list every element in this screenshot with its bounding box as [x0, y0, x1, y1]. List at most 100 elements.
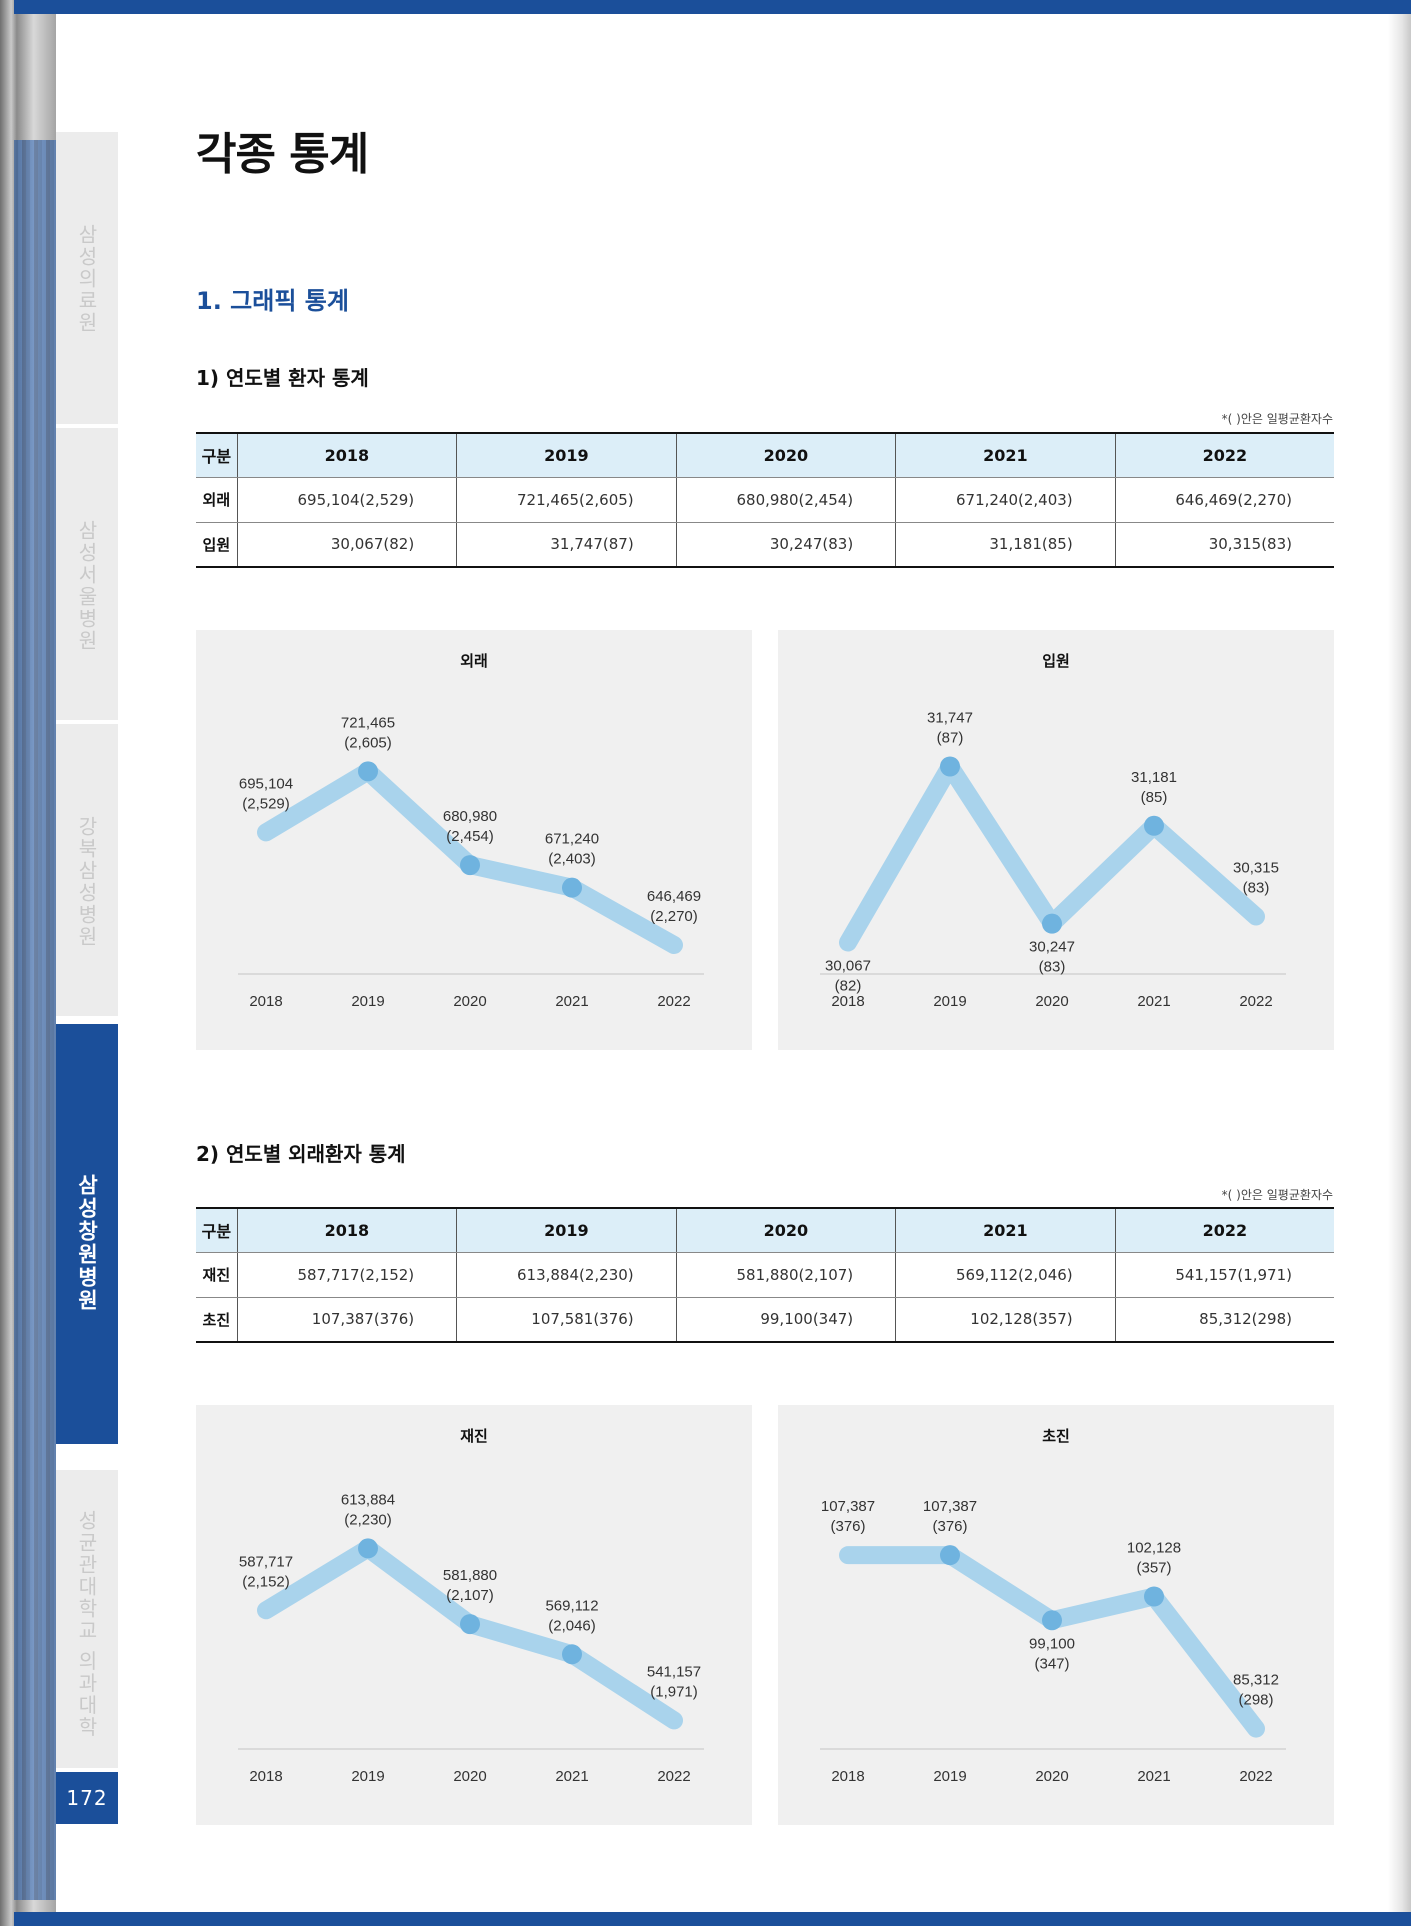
table-row: 외래 695,104(2,529) 721,465(2,605) 680,980…	[196, 477, 1334, 523]
table-cell: 31,181(85)	[895, 522, 1116, 568]
data-point	[1144, 815, 1164, 836]
x-tick-label: 2018	[831, 1768, 864, 1785]
x-tick-label: 2018	[831, 993, 864, 1010]
data-label: 31,181	[1131, 769, 1177, 786]
x-tick-label: 2022	[657, 993, 690, 1010]
column-header: 2022	[1114, 1207, 1334, 1253]
chart-svg: 외래 695,104 (2,529) 2018 721,465 (2,605) 2019 68…	[238, 652, 704, 1010]
table2-heading: 2) 연도별 외래환자 통계	[196, 1142, 406, 1166]
side-tab-label: 성균관대학교 의과대학	[74, 1510, 99, 1739]
chart-inpatient: 입원 30,067 (82) 2018 31,747 (87) 2019 30,247 (83)…	[778, 630, 1334, 1050]
data-label-daily-average: (87)	[937, 730, 964, 747]
x-tick-label: 2018	[249, 993, 282, 1010]
table-cell: 30,247(83)	[675, 522, 896, 568]
x-tick-label: 2019	[933, 993, 966, 1010]
side-tab-kangbuk-samsung-hospital[interactable]: 강북삼성병원	[56, 724, 118, 1016]
data-label: 31,747	[927, 710, 973, 727]
data-label: 102,128	[1127, 1539, 1181, 1556]
data-label: 85,312	[1233, 1672, 1279, 1689]
data-label-daily-average: (2,152)	[242, 1573, 290, 1590]
chart-title: 재진	[460, 1427, 488, 1445]
data-label: 671,240	[545, 831, 599, 848]
data-point	[562, 1644, 582, 1665]
column-header: 2018	[236, 1207, 457, 1253]
side-tab-label: 강북삼성병원	[74, 816, 99, 948]
table1-heading: 1) 연도별 환자 통계	[196, 366, 369, 390]
table-cell: 107,581(376)	[456, 1297, 677, 1343]
data-label-daily-average: (298)	[1238, 1692, 1273, 1709]
x-tick-label: 2018	[249, 1768, 282, 1785]
table-cell: 581,880(2,107)	[675, 1252, 896, 1298]
table1-note: *( )안은 일평균환자수	[1221, 412, 1333, 426]
x-tick-label: 2020	[1035, 1768, 1068, 1785]
data-label-daily-average: (1,971)	[650, 1683, 698, 1700]
chart-revisit: 재진 587,717 (2,152) 2018 613,884 (2,230) 2019 58…	[196, 1405, 752, 1825]
data-point	[940, 1545, 960, 1566]
x-tick-label: 2021	[555, 1768, 588, 1785]
tab-divider	[56, 424, 118, 428]
x-tick-label: 2019	[933, 1768, 966, 1785]
chart-title: 입원	[1042, 652, 1070, 670]
data-point	[940, 756, 960, 777]
section-title: 1. 그래픽 통계	[196, 287, 349, 315]
data-point	[1042, 1610, 1062, 1631]
table2-note: *( )안은 일평균환자수	[1221, 1188, 1333, 1202]
row-header: 재진	[196, 1252, 238, 1298]
table-cell: 721,465(2,605)	[456, 477, 677, 523]
chart-title: 외래	[460, 652, 488, 670]
table-header-row: 구분 2018 2019 2020 2021 2022	[196, 1207, 1334, 1253]
data-label-daily-average: (357)	[1136, 1559, 1171, 1576]
tab-divider	[56, 720, 118, 724]
table-cell: 99,100(347)	[675, 1297, 896, 1343]
table-cell: 695,104(2,529)	[236, 477, 457, 523]
side-tab-samsung-seoul-hospital[interactable]: 삼성서울병원	[56, 428, 118, 720]
x-tick-label: 2020	[453, 1768, 486, 1785]
column-header: 2022	[1114, 432, 1334, 478]
chart-svg: 초진 107,387 (376) 2018 107,387 (376) 2019 99,100…	[820, 1427, 1286, 1785]
column-header: 구분	[196, 1207, 238, 1253]
chart-first-visit: 초진 107,387 (376) 2018 107,387 (376) 2019 99,100…	[778, 1405, 1334, 1825]
data-label: 646,469	[647, 888, 701, 905]
data-point	[1144, 1586, 1164, 1607]
chart-outpatient: 외래 695,104 (2,529) 2018 721,465 (2,605) 2019 68…	[196, 630, 752, 1050]
chart-svg: 재진 587,717 (2,152) 2018 613,884 (2,230) 2019 58…	[238, 1427, 704, 1785]
tab-divider	[56, 1444, 118, 1448]
table-cell: 671,240(2,403)	[895, 477, 1116, 523]
side-tab-samsung-changwon-hospital[interactable]: 삼성창원병원	[56, 1024, 118, 1444]
data-label-daily-average: (83)	[1243, 880, 1270, 897]
data-point	[358, 761, 378, 782]
tab-divider	[56, 1016, 118, 1020]
data-point	[1042, 913, 1062, 934]
data-label-daily-average: (83)	[1039, 959, 1066, 976]
column-header: 2020	[675, 1207, 896, 1253]
table-row: 입원 30,067(82) 31,747(87) 30,247(83) 31,1…	[196, 522, 1334, 568]
table-cell: 30,315(83)	[1114, 522, 1334, 568]
data-label: 30,247	[1029, 939, 1075, 956]
x-tick-label: 2022	[1239, 993, 1272, 1010]
data-point	[460, 855, 480, 876]
table-cell: 102,128(357)	[895, 1297, 1116, 1343]
data-label-daily-average: (2,529)	[242, 795, 290, 812]
column-header: 2021	[895, 1207, 1116, 1253]
x-tick-label: 2019	[351, 1768, 384, 1785]
table-row: 초진 107,387(376) 107,581(376) 99,100(347)…	[196, 1297, 1334, 1343]
data-label: 613,884	[341, 1491, 395, 1508]
patient-stats-table: 구분 2018 2019 2020 2021 2022 외래 695,104(2…	[196, 432, 1334, 568]
column-header: 2021	[895, 432, 1116, 478]
data-label-daily-average: (2,230)	[344, 1511, 392, 1528]
table-cell: 613,884(2,230)	[456, 1252, 677, 1298]
data-label-daily-average: (2,454)	[446, 828, 494, 845]
side-tab-samsung-medical-center[interactable]: 삼성의료원	[56, 132, 118, 424]
table-cell: 31,747(87)	[456, 522, 677, 568]
data-label: 107,387	[923, 1498, 977, 1515]
table-cell: 85,312(298)	[1114, 1297, 1334, 1343]
data-label-daily-average: (2,605)	[344, 734, 392, 751]
data-label-daily-average: (2,046)	[548, 1617, 596, 1634]
column-header: 2019	[456, 432, 677, 478]
data-label: 680,980	[443, 808, 497, 825]
data-point	[562, 877, 582, 898]
column-header: 구분	[196, 432, 238, 478]
x-tick-label: 2019	[351, 993, 384, 1010]
table-cell: 646,469(2,270)	[1114, 477, 1334, 523]
side-tab-skku-medical-school[interactable]: 성균관대학교 의과대학	[56, 1470, 118, 1768]
